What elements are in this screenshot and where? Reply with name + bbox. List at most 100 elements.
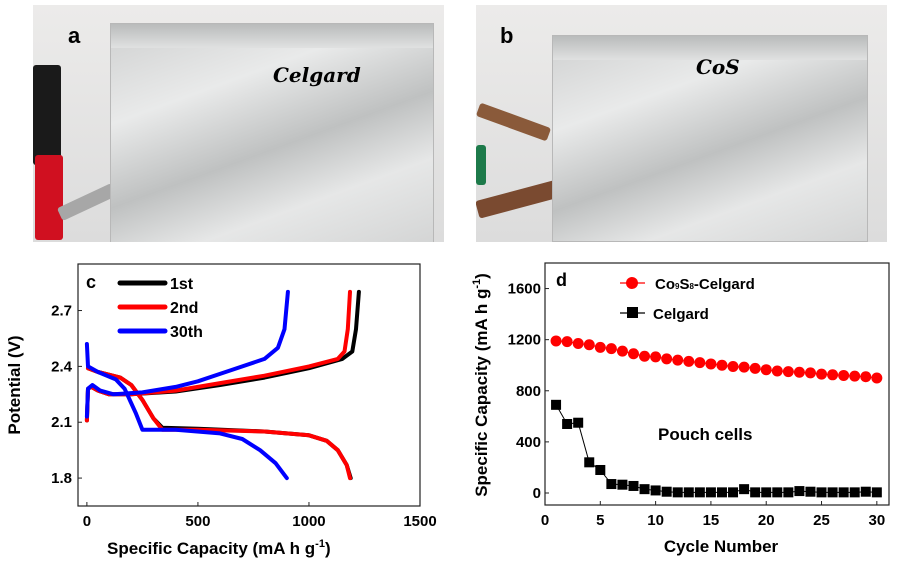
data-point [605, 343, 617, 355]
y-tick-label: 2.7 [51, 303, 72, 320]
data-point [705, 358, 717, 370]
y-tick-label: 1.8 [51, 470, 72, 487]
data-point [860, 486, 871, 497]
data-point [705, 487, 716, 498]
data-point [827, 369, 839, 381]
data-point [739, 484, 750, 495]
data-point [816, 487, 827, 498]
y-tick-label: 2.4 [51, 358, 73, 375]
curve-30th-charge [84, 289, 290, 419]
data-point [716, 359, 728, 371]
data-point [561, 336, 573, 348]
x-tick-label: 500 [185, 513, 210, 530]
curve-2nd-charge [84, 289, 352, 423]
x-tick-label: 10 [647, 512, 664, 529]
data-point [616, 345, 628, 357]
y-tick-label: 2.1 [51, 414, 72, 431]
data-point [794, 486, 805, 497]
y-tick-label: 1200 [508, 332, 541, 349]
y-axis-label: Potential (V) [5, 335, 24, 434]
data-point [760, 364, 772, 376]
data-point [562, 418, 573, 429]
data-point [573, 417, 584, 428]
curve-30th-discharge [84, 342, 289, 481]
legend: 1st 2nd 30th [117, 276, 203, 341]
data-point [849, 370, 861, 382]
x-axis-label-d: Cycle Number [664, 537, 779, 556]
x-axis-label: Specific Capacity (mA h g-1) [107, 538, 331, 558]
legend-d: Co9S8-Celgard Celgard [620, 276, 755, 323]
data-point [617, 479, 628, 490]
data-point [827, 487, 838, 498]
data-point [804, 367, 816, 379]
data-point [716, 487, 727, 498]
x-tick-label: 1500 [403, 513, 436, 530]
data-point [551, 399, 562, 410]
data-point [728, 487, 739, 498]
x-tick-label: 1000 [292, 513, 325, 530]
data-point [628, 480, 639, 491]
y-tick-label: 800 [516, 383, 541, 400]
data-point [871, 487, 882, 498]
data-point [782, 366, 794, 378]
panel-label-c: c [86, 272, 96, 292]
panel-label-b: b [500, 23, 514, 48]
x-tick-label: 25 [813, 512, 830, 529]
data-point [650, 485, 661, 496]
data-point [627, 348, 639, 360]
curve-1st-charge [84, 289, 361, 423]
data-point [694, 487, 705, 498]
x-tick-label: 0 [541, 512, 549, 529]
data-point [594, 341, 606, 353]
pouch-handwriting: Celgard [273, 63, 361, 87]
legend-co9s8-celgard: Co9S8-Celgard [655, 276, 755, 293]
plot-frame-d [544, 262, 890, 506]
pouch-cell [552, 35, 868, 242]
data-point [672, 487, 683, 498]
data-point [661, 486, 672, 497]
x-tick-label: 5 [596, 512, 604, 529]
data-point [583, 339, 595, 351]
photo-pouch-celgard: a Celgard [33, 5, 444, 242]
data-point [639, 350, 651, 362]
data-point [683, 487, 694, 498]
data-point [816, 368, 828, 380]
legend-2nd: 2nd [170, 300, 198, 317]
panel-label-d: d [556, 270, 567, 290]
data-point [838, 369, 850, 381]
pouch-handwriting: CoS [696, 55, 740, 79]
data-point [639, 484, 650, 495]
data-point [550, 335, 562, 347]
y-axis-label-d: Specific Capacity (mA h g-1) [471, 273, 491, 497]
alligator-clip-black [33, 65, 61, 165]
pouch-cell [110, 23, 434, 242]
data-point [749, 362, 761, 374]
x-tick-label: 0 [83, 513, 91, 530]
data-point [650, 351, 662, 363]
data-point [793, 366, 805, 378]
data-point [860, 371, 872, 383]
data-point [771, 365, 783, 377]
data-point [750, 487, 761, 498]
data-point [661, 353, 673, 365]
data-point [694, 357, 706, 369]
x-tick-label: 20 [758, 512, 775, 529]
data-point [572, 337, 584, 349]
x-tick-label: 15 [703, 512, 720, 529]
data-point [805, 486, 816, 497]
data-point [727, 360, 739, 372]
data-point [871, 372, 883, 384]
photo-pouch-cos: b CoS [476, 5, 887, 242]
data-point [849, 487, 860, 498]
series-line-Celgard [555, 404, 877, 493]
y-tick-label: 0 [533, 485, 541, 502]
legend-1st: 1st [170, 276, 194, 293]
data-point [772, 487, 783, 498]
data-point [683, 355, 695, 367]
data-point [584, 457, 595, 468]
legend-celgard: Celgard [653, 306, 709, 323]
legend-30th: 30th [170, 324, 203, 341]
data-point [761, 487, 772, 498]
data-point [606, 479, 617, 490]
